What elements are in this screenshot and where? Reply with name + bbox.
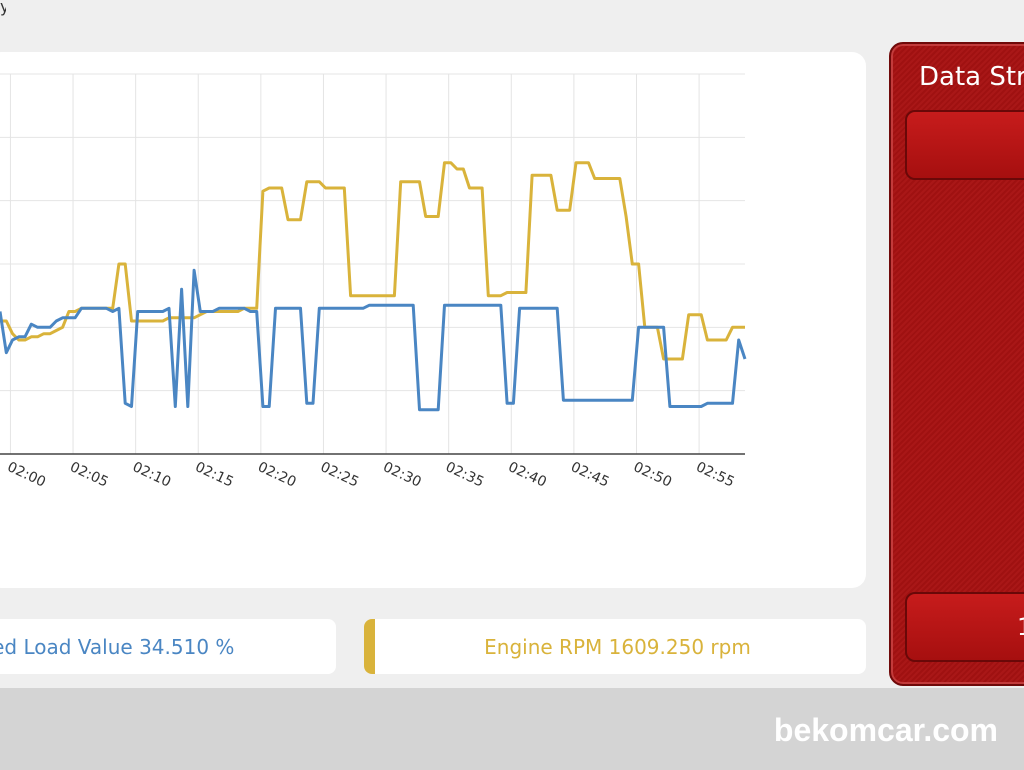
x-tick-label: 02:20 xyxy=(255,459,298,491)
legend-load-value[interactable]: ated Load Value 34.510 % xyxy=(0,619,336,674)
series-line-rpm xyxy=(0,161,745,361)
x-tick-label: 02:25 xyxy=(318,459,361,491)
x-tick-label: 02:15 xyxy=(193,459,236,491)
x-tick-label: 02:45 xyxy=(568,459,611,491)
x-tick-label: 02:30 xyxy=(380,459,423,491)
bottom-strip: bekomcar.com xyxy=(0,688,1024,770)
x-tick-label: 02:00 xyxy=(5,459,48,491)
x-tick-label: 02:10 xyxy=(130,459,173,491)
data-stream-panel: Data Str 1 xyxy=(889,42,1024,686)
panel-title: Data Str xyxy=(919,62,1024,92)
rpm-color-bar xyxy=(364,619,375,674)
x-tick-label: 02:35 xyxy=(443,459,486,491)
x-tick-label: 02:55 xyxy=(693,459,736,491)
legend-engine-rpm[interactable]: Engine RPM 1609.250 rpm xyxy=(364,619,866,674)
legend-load-label: ated Load Value 34.510 % xyxy=(0,634,235,659)
watermark: bekomcar.com xyxy=(773,712,998,748)
top-text-fragment: y xyxy=(0,0,6,16)
line-chart: 02:00 02:05 02:10 02:15 02:20 02:25 02:30 02:35… xyxy=(0,73,747,491)
x-tick-label: 02:50 xyxy=(631,459,674,491)
chart-card: 02:00 02:05 02:10 02:15 02:20 02:25 02:30 02:35… xyxy=(0,52,866,588)
legend-rpm-label: Engine RPM 1609.250 rpm xyxy=(484,634,751,659)
x-tick-label: 02:05 xyxy=(67,459,110,491)
series-line-load xyxy=(0,268,747,412)
panel-top-button[interactable] xyxy=(905,110,1024,180)
panel-bottom-button[interactable]: 1 xyxy=(905,592,1024,662)
x-tick-label: 02:40 xyxy=(506,459,549,491)
